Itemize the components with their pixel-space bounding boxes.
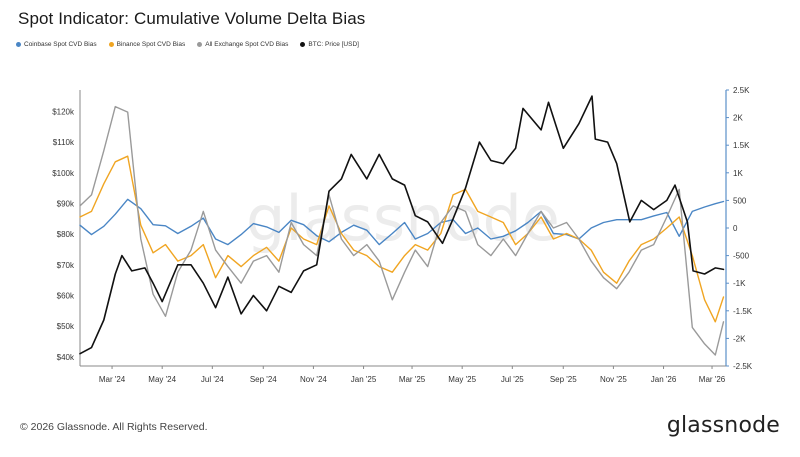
x-tick-label: Nov '24 (300, 375, 327, 384)
chart-plot: glassnode $120k $110k $100k $90k $80k $70k $60k… (52, 86, 753, 384)
legend-item[interactable]: BTC: Price [USD] (300, 41, 359, 48)
x-tick-label: Jul '25 (501, 375, 524, 384)
legend-marker (197, 42, 203, 47)
y-left-tick-label: $60k (57, 291, 75, 300)
y-left-tick-label: $110k (53, 138, 75, 147)
y-right-tick-label: 0 (733, 224, 738, 233)
legend-marker (300, 42, 306, 47)
legend-label: Coinbase Spot CVD Bias (24, 41, 97, 48)
x-tick-label: May '25 (448, 375, 476, 384)
legend-item[interactable]: Coinbase Spot CVD Bias (16, 41, 97, 48)
chart-title: Spot Indicator: Cumulative Volume Delta … (18, 9, 366, 28)
y-left-tick-label: $40k (57, 353, 75, 362)
x-tick-label: Jan '26 (651, 375, 677, 384)
x-tick-label: Sep '24 (250, 375, 277, 384)
y-left-tick-label: $50k (57, 322, 75, 331)
x-tick-label: Mar '25 (399, 375, 426, 384)
y-left-tick-label: $120k (52, 107, 75, 116)
brand-logo: glassnode (666, 413, 780, 438)
y-right-tick-label: -1.5K (733, 307, 753, 316)
watermark: glassnode (246, 182, 560, 255)
x-tick-label: May '24 (148, 375, 176, 384)
y-right-tick-label: 500 (733, 196, 747, 205)
legend-item[interactable]: All Exchange Spot CVD Bias (197, 41, 288, 48)
copyright-text: © 2026 Glassnode. All Rights Reserved. (20, 421, 208, 433)
y-right-tick-label: 1.5K (733, 141, 750, 150)
legend-label: All Exchange Spot CVD Bias (205, 41, 289, 48)
y-right-tick-label: 2K (733, 114, 743, 123)
y-left-tick-label: $70k (57, 261, 75, 270)
x-tick-label: Jul '24 (201, 375, 224, 384)
y-right-tick-label: -500 (733, 252, 750, 261)
legend-label: BTC: Price [USD] (308, 41, 359, 48)
x-tick-label: Nov '25 (600, 375, 627, 384)
x-tick-label: Sep '25 (550, 375, 577, 384)
y-left-tick-label: $80k (57, 230, 75, 239)
x-tick-label: Mar '24 (99, 375, 126, 384)
legend-item[interactable]: Binance Spot CVD Bias (108, 41, 186, 48)
y-left-tick-label: $90k (57, 199, 75, 208)
legend-marker (16, 42, 21, 47)
y-left-tick-label: $100k (52, 169, 75, 178)
y-right-tick-label: -2K (733, 334, 746, 343)
legend-label: Binance Spot CVD Bias (116, 41, 186, 48)
y-right-tick-label: 2.5K (733, 86, 750, 95)
series-line-2 (79, 105, 725, 356)
y-right-tick-label: 1K (733, 169, 743, 178)
series-line-0 (79, 198, 725, 246)
x-tick-label: Mar '26 (699, 375, 726, 384)
series-line-3 (79, 95, 725, 355)
legend-marker (108, 42, 114, 47)
y-right-tick-label: -1K (733, 279, 746, 288)
x-tick-label: Jan '25 (351, 375, 377, 384)
legend: Coinbase Spot CVD Bias Binance Spot CVD B… (16, 41, 359, 48)
y-right-tick-label: -2.5K (733, 362, 753, 371)
